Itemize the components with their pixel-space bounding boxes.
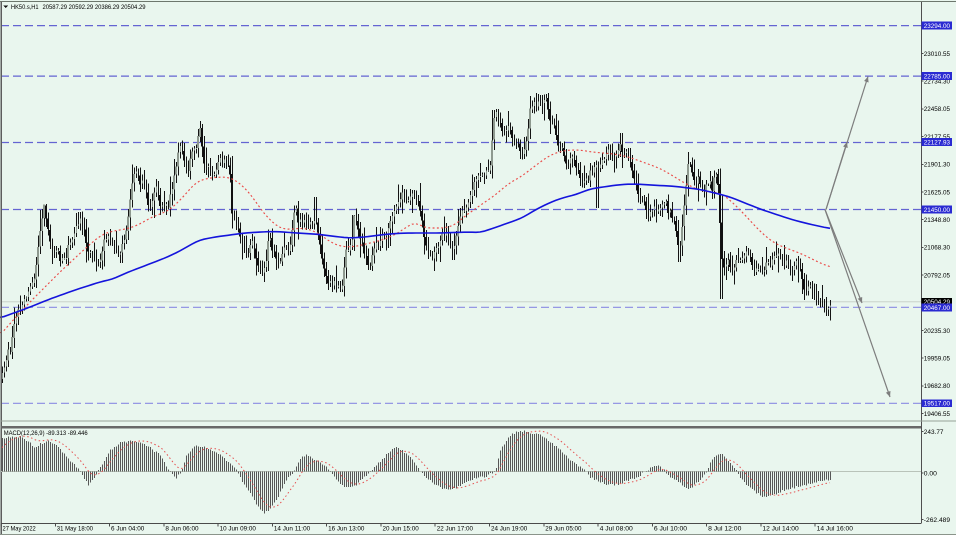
svg-text:-262.489: -262.489 xyxy=(924,517,951,524)
svg-text:22734.30: 22734.30 xyxy=(924,79,951,86)
svg-text:22 Jun 17:00: 22 Jun 17:00 xyxy=(437,526,474,533)
svg-text:19959.05: 19959.05 xyxy=(924,356,951,363)
svg-text:23294.00: 23294.00 xyxy=(924,23,951,30)
svg-text:21625.05: 21625.05 xyxy=(924,189,951,196)
svg-text:22458.05: 22458.05 xyxy=(924,106,951,113)
svg-text:19517.00: 19517.00 xyxy=(924,401,951,408)
svg-text:21068.30: 21068.30 xyxy=(924,245,951,252)
svg-text:6 Jul 10:00: 6 Jul 10:00 xyxy=(654,526,688,533)
svg-text:10 Jun 09:00: 10 Jun 09:00 xyxy=(220,526,257,533)
svg-text:20235.30: 20235.30 xyxy=(924,328,951,335)
svg-text:14 Jun 11:00: 14 Jun 11:00 xyxy=(274,526,311,533)
svg-text:23010.55: 23010.55 xyxy=(924,51,951,58)
svg-text:20 Jun 15:00: 20 Jun 15:00 xyxy=(382,526,419,533)
svg-text:22785.00: 22785.00 xyxy=(924,73,951,80)
svg-text:16 Jun 13:00: 16 Jun 13:00 xyxy=(328,526,365,533)
svg-text:20792.05: 20792.05 xyxy=(924,272,951,279)
svg-text:22177.55: 22177.55 xyxy=(924,134,951,141)
svg-text:19406.55: 19406.55 xyxy=(924,411,951,418)
svg-text:29 Jun 05:00: 29 Jun 05:00 xyxy=(545,526,582,533)
svg-text:21450.00: 21450.00 xyxy=(924,207,951,214)
svg-text:0.00: 0.00 xyxy=(924,471,938,478)
svg-text:8 Jul 12:00: 8 Jul 12:00 xyxy=(708,526,742,533)
svg-text:HK50.s,H1: HK50.s,H1 xyxy=(11,4,39,11)
svg-text:20587.29 20592.29 20386.29 205: 20587.29 20592.29 20386.29 20504.29 xyxy=(43,4,146,11)
svg-text:31 May 18:00: 31 May 18:00 xyxy=(57,526,94,533)
svg-text:6 Jun 04:00: 6 Jun 04:00 xyxy=(111,526,145,533)
svg-text:19682.80: 19682.80 xyxy=(924,383,951,390)
svg-text:21901.30: 21901.30 xyxy=(924,162,951,169)
svg-text:27 May 2022: 27 May 2022 xyxy=(3,526,37,533)
svg-text:8 Jun 06:00: 8 Jun 06:00 xyxy=(165,526,199,533)
svg-text:4 Jul 08:00: 4 Jul 08:00 xyxy=(600,526,634,533)
svg-text:14 Jul 16:00: 14 Jul 16:00 xyxy=(817,526,854,533)
svg-text:20504.29: 20504.29 xyxy=(924,299,951,306)
svg-text:12 Jul 14:00: 12 Jul 14:00 xyxy=(762,526,799,533)
svg-text:21348.80: 21348.80 xyxy=(924,217,951,224)
svg-text:24 Jun 19:00: 24 Jun 19:00 xyxy=(491,526,528,533)
svg-text:243.77: 243.77 xyxy=(924,429,944,436)
svg-text:22127.93: 22127.93 xyxy=(924,139,951,146)
svg-text:MACD(12,26,9) -89.313 -89.446: MACD(12,26,9) -89.313 -89.446 xyxy=(4,430,89,437)
svg-text:20467.00: 20467.00 xyxy=(924,305,951,312)
